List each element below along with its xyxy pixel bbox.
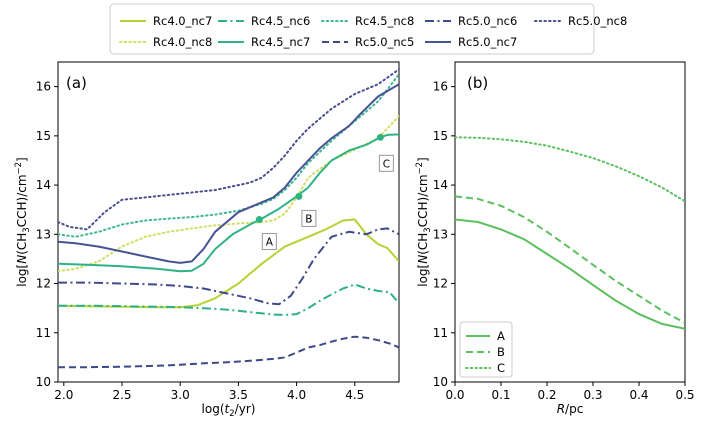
panel-a-ytick-label: 14 [36,178,51,192]
legend-label-rc5-0-nc8: Rc5.0_nc8 [568,14,627,28]
series-line-rc4-5-nc8 [58,73,399,238]
panel-b-xtick-label: 0.3 [583,388,602,402]
panel-b-xtick-label: 0.0 [445,388,464,402]
legend-label-rc4-0-nc8: Rc4.0_nc8 [153,35,212,49]
series-line-rc4-0-nc8 [58,115,399,273]
series-line-c-profile [455,136,685,203]
panel-b-ylabel: log[N(CH3CCH)/cm−2] [415,157,433,287]
panel-a-ytick-label: 15 [36,129,51,143]
panel-b-ytick-label: 16 [433,80,448,94]
legend-label-rc4-5-nc6: Rc4.5_nc6 [251,14,310,28]
panel-a-ytick-label: 10 [36,375,51,389]
marker-label-c: C [383,158,390,170]
series-line-rc5-0-nc8 [58,68,399,231]
panel-a-xtick-label: 3.0 [171,388,190,402]
legend-label-rc5-0-nc5: Rc5.0_nc5 [355,35,414,49]
panel-b-ytick-label: 13 [433,227,448,241]
series-line-rc5-0-nc6 [58,227,399,306]
marker-point-a [255,216,263,224]
panel-b-ytick-label: 15 [433,129,448,143]
marker-point-b [295,192,303,200]
panel-a: 2.0 2.5 3.0 3.5 4.0 4.5 10 11 12 13 14 15 16 A B C (a)… [14,61,400,419]
panel-a-ytick-label: 11 [36,326,51,340]
panel-a-label: (a) [66,74,87,92]
panel-b-ytick-label: 12 [433,277,448,291]
panel-b-legend-label-c: C [497,361,505,375]
series-line-rc4-5-nc6 [58,283,399,316]
panel-b-legend-label-b: B [497,345,505,359]
marker-box-a [261,233,277,251]
panel-a-xtick-label: 2.5 [112,388,131,402]
marker-label-b: B [305,213,312,225]
panel-b: 0.0 0.1 0.2 0.3 0.4 0.5 10 11 12 13 14 15 16 (b) R/p… [415,61,695,416]
panel-b-ytick-label: 10 [433,375,448,389]
panel-b-label: (b) [467,74,488,92]
legend-label-rc5-0-nc7: Rc5.0_nc7 [458,35,517,49]
series-line-b-profile [455,195,685,324]
legend: Rc4.0_nc7 Rc4.0_nc8 Rc4.5_nc6 Rc4.5_nc7 Rc4.… [109,3,627,55]
marker-label-a: A [266,237,274,249]
legend-label-rc4-5-nc7: Rc4.5_nc7 [251,35,310,49]
panel-b-xtick-label: 0.4 [629,388,648,402]
panel-a-frame [57,61,400,383]
panel-b-xtick-label: 0.1 [491,388,510,402]
panel-a-xtick-label: 4.0 [287,388,306,402]
panel-b-frame [454,61,686,383]
series-line-rc5-0-nc5 [58,335,399,369]
panel-a-xtick-label: 3.5 [229,388,248,402]
panel-b-ytick-label: 14 [433,178,448,192]
panel-b-xtick-label: 0.5 [675,388,694,402]
panel-b-xlabel: R/pc [557,402,584,416]
panel-b-legend-label-a: A [497,329,505,343]
marker-box-c [378,154,394,172]
panel-a-ytick-label: 13 [36,227,51,241]
panel-a-xtick-label: 2.0 [54,388,73,402]
marker-box-b [301,209,317,227]
panel-b-xtick-label: 0.2 [537,388,556,402]
panel-a-xlabel: log(t2/yr) [202,402,256,419]
panel-a-ytick-label: 16 [36,80,51,94]
panel-a-ylabel: log[N(CH3CCH)/cm−2] [14,157,32,287]
legend-label-rc5-0-nc6: Rc5.0_nc6 [458,14,517,28]
series-line-rc4-5-nc7 [58,133,399,273]
panel-b-ytick-label: 11 [433,326,448,340]
series-line-a-profile [455,218,685,330]
marker-point-c [376,133,384,141]
panel-a-ytick-label: 12 [36,277,51,291]
legend-label-rc4-0-nc7: Rc4.0_nc7 [153,14,212,28]
series-line-rc5-0-nc7 [58,83,399,264]
panel-a-xtick-label: 4.5 [345,388,364,402]
legend-label-rc4-5-nc8: Rc4.5_nc8 [355,14,414,28]
